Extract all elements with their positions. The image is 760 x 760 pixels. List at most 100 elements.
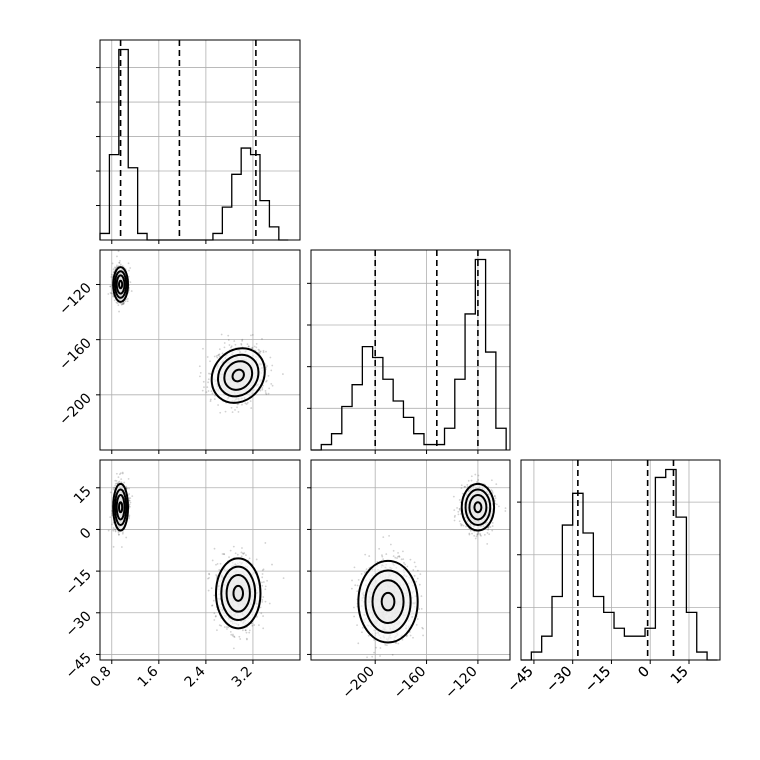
sample-point — [412, 636, 414, 639]
sample-point — [360, 573, 363, 575]
sample-point — [389, 543, 392, 546]
sample-point — [264, 600, 267, 603]
sample-point — [454, 514, 456, 517]
sample-point — [264, 542, 267, 544]
sample-point — [111, 292, 114, 295]
histogram-step — [521, 468, 718, 661]
sample-point — [207, 378, 210, 381]
hist3-xtick-label-0: −45 — [505, 664, 537, 696]
sample-point — [110, 273, 113, 276]
histogram-panel-param-2 — [307, 249, 511, 454]
scatter-ytick-label-2: −15 — [63, 567, 95, 599]
sample-point — [266, 579, 268, 582]
sample-point — [241, 547, 243, 549]
sample-point — [120, 303, 123, 306]
sample-point — [413, 561, 416, 564]
sample-point — [268, 387, 271, 390]
sample-point — [265, 379, 268, 382]
sample-point — [245, 403, 248, 405]
sample-point — [261, 387, 264, 389]
sample-point — [373, 639, 376, 641]
sample-point — [262, 568, 265, 571]
sample-point — [385, 553, 388, 555]
sample-point — [453, 516, 456, 518]
sample-point — [120, 546, 123, 548]
sample-point — [229, 631, 232, 633]
sample-point — [121, 472, 124, 475]
sample-point — [236, 406, 238, 409]
sample-point — [368, 555, 371, 557]
sample-point — [218, 624, 221, 627]
sample-point — [379, 647, 382, 649]
sample-point — [206, 386, 209, 389]
sample-point — [456, 507, 458, 509]
sample-point — [270, 383, 273, 385]
contour-1-1 — [225, 574, 251, 613]
contour-0-3 — [357, 559, 419, 644]
sample-point — [198, 365, 201, 368]
sample-point — [131, 495, 134, 497]
sample-point — [199, 375, 201, 378]
sample-point — [216, 562, 219, 565]
sample-point — [244, 629, 247, 632]
sample-point — [409, 558, 412, 561]
contour-1-1 — [223, 360, 254, 391]
sample-point — [208, 576, 210, 579]
sample-point — [128, 269, 130, 272]
contour-1-0 — [231, 368, 245, 383]
sample-point — [112, 268, 115, 271]
sample-point — [109, 291, 112, 294]
sample-point — [262, 615, 264, 617]
sample-point — [246, 343, 249, 346]
sample-point — [233, 340, 236, 342]
sample-point — [128, 514, 131, 517]
sample-point — [223, 626, 226, 628]
scatter-ytick-label-0: −120 — [56, 280, 95, 319]
sample-point — [110, 276, 113, 278]
sample-point — [114, 529, 117, 532]
sample-point — [227, 339, 230, 341]
sample-point — [392, 549, 395, 552]
sample-point — [261, 337, 263, 340]
sample-point — [213, 355, 216, 358]
sample-point — [113, 266, 116, 269]
sample-point — [416, 569, 419, 572]
sample-point — [266, 365, 268, 367]
sample-point — [282, 577, 285, 580]
sample-point — [109, 285, 112, 288]
sample-point — [405, 635, 408, 638]
sample-point — [221, 352, 224, 355]
sample-point — [476, 533, 479, 536]
sample-point — [395, 642, 398, 644]
sample-point — [261, 569, 264, 572]
sample-point — [128, 497, 130, 500]
sample-point — [236, 553, 239, 556]
sample-point — [128, 505, 131, 508]
sample-point — [250, 334, 252, 337]
sample-point — [421, 626, 424, 629]
sample-point — [397, 642, 400, 645]
sample-point — [120, 481, 123, 484]
sample-point — [400, 558, 403, 561]
sample-point — [121, 302, 124, 305]
contour-1-3 — [215, 557, 262, 630]
sample-point — [258, 624, 260, 627]
sample-point — [251, 347, 254, 350]
sample-point — [262, 627, 265, 630]
sample-point — [114, 479, 117, 482]
sample-point — [382, 536, 385, 539]
sample-point — [109, 285, 112, 288]
sample-point — [123, 481, 126, 484]
contour-0-0 — [380, 591, 396, 612]
sample-point — [271, 563, 273, 566]
sample-point — [232, 647, 235, 650]
sample-point — [128, 493, 131, 495]
sample-point — [262, 581, 265, 583]
sample-point — [356, 624, 358, 626]
contour-0-2 — [364, 569, 412, 634]
sample-point — [262, 596, 265, 598]
sample-point — [486, 543, 489, 545]
sample-point — [114, 528, 117, 531]
sample-point — [397, 555, 399, 558]
sample-point — [388, 535, 390, 537]
